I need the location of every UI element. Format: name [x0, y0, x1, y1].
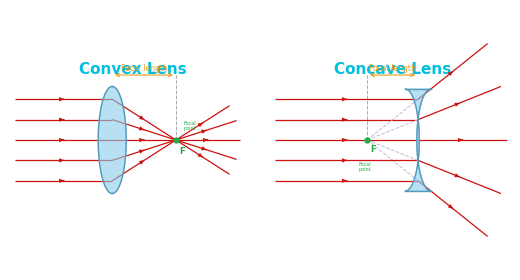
Text: Focal length: Focal length — [121, 64, 167, 73]
Polygon shape — [98, 87, 126, 193]
Polygon shape — [406, 89, 431, 191]
Text: F: F — [179, 147, 185, 156]
Text: Focal
point: Focal point — [183, 121, 196, 131]
Text: Focal length: Focal length — [369, 64, 416, 73]
Text: Focal
point: Focal point — [358, 162, 371, 172]
Text: Convex Lens: Convex Lens — [79, 62, 187, 77]
Text: Concave Lens: Concave Lens — [334, 62, 451, 77]
Text: F: F — [370, 145, 376, 154]
